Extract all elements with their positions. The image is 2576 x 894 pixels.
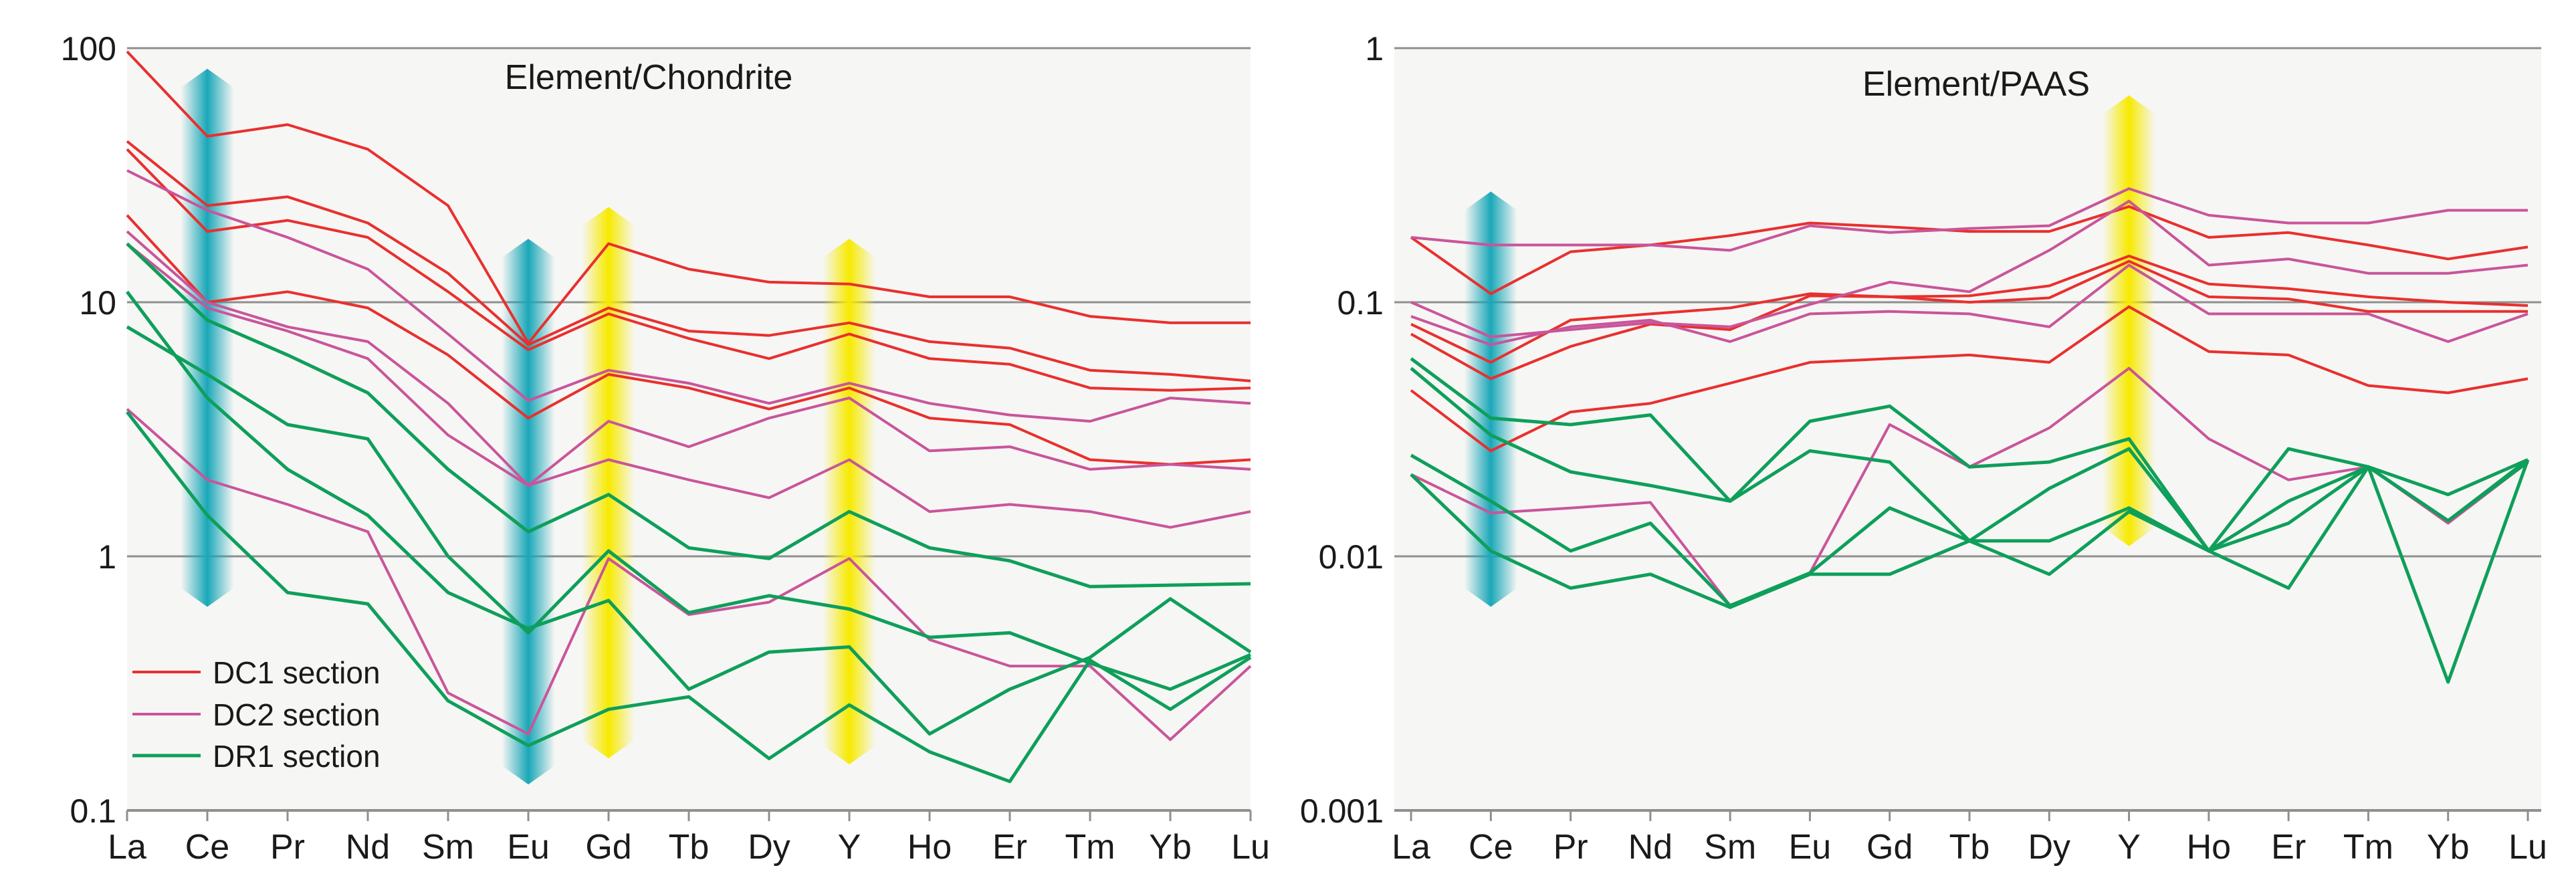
x-tick-label: Gd	[585, 828, 631, 867]
legend-label-dc1: DC1 section	[213, 655, 381, 690]
series-line-dr1	[1410, 460, 2529, 609]
x-tick-label: Lu	[1231, 828, 1270, 867]
series-line-dc1	[126, 140, 1251, 382]
x-tick-label: Y	[2117, 828, 2141, 867]
x-tick-label: Pr	[270, 828, 305, 867]
x-tick-label: Y	[838, 828, 861, 867]
x-tick-label: Ho	[907, 828, 952, 867]
x-tick-label: Ce	[185, 828, 229, 867]
x-tick-label: Eu	[507, 828, 550, 867]
chondrite-x-tick-labels: La Ce Pr Nd Sm Eu Gd Tb Dy Y Ho Er Tm Yb Lu	[108, 828, 1270, 867]
legend-label-dr1: DR1 section	[213, 739, 381, 774]
x-tick-label: Tb	[669, 828, 710, 867]
highlight-band-eu	[502, 239, 555, 785]
x-tick-label: Er	[2271, 828, 2306, 867]
x-tick-label: Yb	[1149, 828, 1192, 867]
x-tick-label: Sm	[422, 828, 474, 867]
x-tick-label: Nd	[346, 828, 390, 867]
x-tick-label: Sm	[1704, 828, 1756, 867]
highlight-band-gd	[582, 207, 635, 759]
x-tick-label: Dy	[2028, 828, 2071, 867]
legend-label-dc2: DC2 section	[213, 697, 381, 732]
x-tick-label: Gd	[1866, 828, 1913, 867]
series-line-dc2	[126, 230, 1251, 487]
chondrite-x-axis	[126, 809, 1252, 821]
series-line-dc2	[126, 408, 1252, 742]
y-tick-label: 10	[79, 284, 116, 322]
y-tick-label: 100	[61, 30, 116, 68]
x-tick-label: Tb	[1949, 828, 1990, 867]
series-line-dc1	[126, 50, 1251, 345]
x-tick-label: Lu	[2508, 828, 2547, 867]
series-line-dc2	[126, 242, 1251, 529]
paas-x-tick-labels: La Ce Pr Nd Sm Eu Gd Tb Dy Y Ho Er Tm Yb Lu	[1392, 828, 2547, 867]
series-line-dc1	[1410, 259, 2528, 380]
paas-x-axis	[1394, 809, 2541, 821]
x-tick-label: Nd	[1628, 828, 1673, 867]
paas-panel: 0.001 0.01 0.1 1 La Ce Pr Nd Sm Eu Gd Tb Dy Y Ho Er Tm Y…	[1300, 30, 2547, 867]
x-tick-label: Dy	[748, 828, 790, 867]
highlight-band-ce	[1464, 191, 1517, 607]
chondrite-series-lines	[126, 50, 1252, 784]
x-tick-label: Tm	[2343, 828, 2393, 867]
chondrite-y-tick-labels: 0.1 1 10 100	[61, 30, 116, 830]
y-tick-label: 0.01	[1319, 538, 1384, 576]
series-line-dc2	[1410, 263, 2529, 346]
y-tick-label: 1	[1365, 30, 1384, 68]
chondrite-gridlines	[127, 47, 1251, 558]
series-line-dc1	[126, 148, 1251, 392]
x-tick-label: Pr	[1553, 828, 1588, 867]
x-tick-label: La	[1392, 828, 1430, 867]
paas-highlight-bands	[1464, 95, 2155, 607]
chondrite-chart-title: Element/Chondrite	[505, 58, 793, 97]
series-line-dc2	[126, 169, 1251, 423]
series-line-dr1	[126, 325, 1251, 691]
paas-y-tick-labels: 0.001 0.01 0.1 1	[1300, 30, 1384, 830]
series-line-dc2	[1410, 199, 2529, 338]
y-tick-label: 0.1	[1337, 284, 1384, 322]
paas-chart-title: Element/PAAS	[1862, 65, 2090, 104]
highlight-band-ce	[181, 68, 234, 607]
series-line-dr1	[126, 411, 1252, 784]
paas-series-lines	[1410, 187, 2530, 684]
series-line-dc1	[1410, 205, 2529, 296]
x-tick-label: Ce	[1469, 828, 1513, 867]
series-line-dc1	[126, 214, 1251, 466]
series-line-dc1	[1410, 305, 2529, 453]
y-tick-label: 0.1	[70, 792, 116, 830]
y-tick-label: 1	[98, 538, 116, 576]
x-tick-label: Tm	[1065, 828, 1115, 867]
y-tick-label: 0.001	[1300, 792, 1384, 830]
x-tick-label: Ho	[2187, 828, 2231, 867]
series-line-dr1	[126, 242, 1251, 588]
paas-plot-area	[1394, 48, 2541, 810]
series-line-dc2	[1410, 187, 2528, 252]
x-tick-label: La	[108, 828, 146, 867]
x-tick-label: Yb	[2427, 828, 2470, 867]
x-tick-label: Eu	[1789, 828, 1832, 867]
series-line-dc1	[1410, 254, 2529, 364]
x-tick-label: Er	[992, 828, 1027, 867]
series-line-dr1	[1410, 357, 2529, 553]
highlight-band-y	[823, 239, 876, 764]
series-line-dr1	[126, 290, 1252, 736]
legend: DC1 section DC2 section DR1 section	[132, 655, 381, 774]
